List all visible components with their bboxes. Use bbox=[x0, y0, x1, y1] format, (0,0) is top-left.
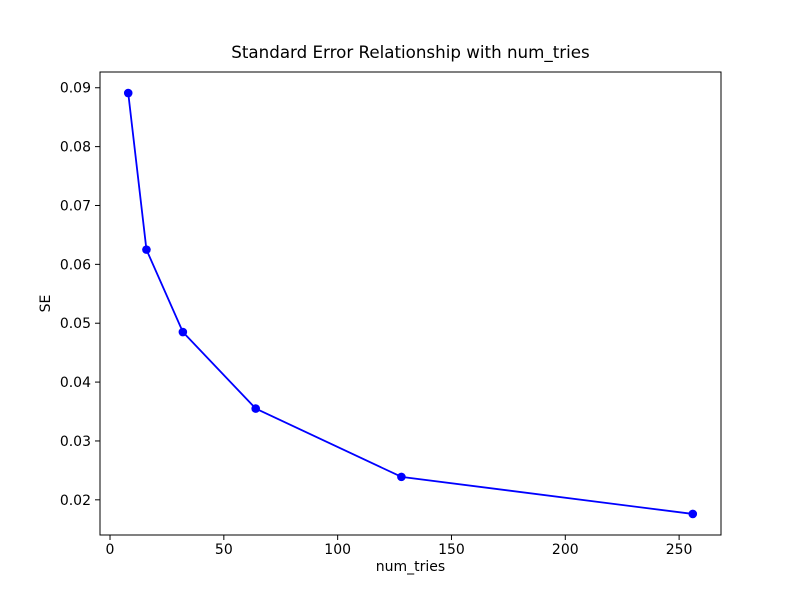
plot-area bbox=[99, 71, 722, 536]
y-tick-label: 0.03 bbox=[60, 434, 91, 450]
data-point-marker bbox=[123, 88, 133, 98]
y-tick-label: 0.09 bbox=[60, 81, 91, 97]
x-tick-label: 250 bbox=[666, 542, 693, 558]
y-tick-label: 0.06 bbox=[60, 257, 91, 273]
x-tick-label: 50 bbox=[215, 542, 233, 558]
y-axis-label: SE bbox=[38, 295, 54, 313]
data-point-marker bbox=[178, 327, 188, 337]
y-tick-label: 0.08 bbox=[60, 140, 91, 156]
data-point-marker bbox=[688, 509, 698, 519]
chart-title: Standard Error Relationship with num_tri… bbox=[231, 42, 589, 63]
series-layer bbox=[123, 88, 698, 519]
series-line bbox=[127, 92, 694, 515]
y-tick-label: 0.07 bbox=[60, 198, 91, 214]
data-point-marker bbox=[142, 245, 151, 254]
axis-ticks: 0 50 100 150 200 250 0.02 0.03 0.04 0.05 0.06 0.07 0… bbox=[60, 81, 693, 558]
y-tick-label: 0.05 bbox=[60, 316, 91, 332]
x-tick-label: 100 bbox=[324, 542, 351, 558]
axes-spines bbox=[99, 71, 722, 536]
y-tick-label: 0.02 bbox=[60, 493, 91, 509]
x-tick-label: 0 bbox=[106, 542, 115, 558]
x-axis-label: num_tries bbox=[376, 559, 445, 575]
data-point-marker bbox=[251, 404, 261, 413]
data-point-marker bbox=[397, 472, 406, 482]
y-tick-label: 0.04 bbox=[60, 375, 91, 391]
x-tick-label: 150 bbox=[438, 542, 465, 558]
x-tick-label: 200 bbox=[552, 542, 579, 558]
